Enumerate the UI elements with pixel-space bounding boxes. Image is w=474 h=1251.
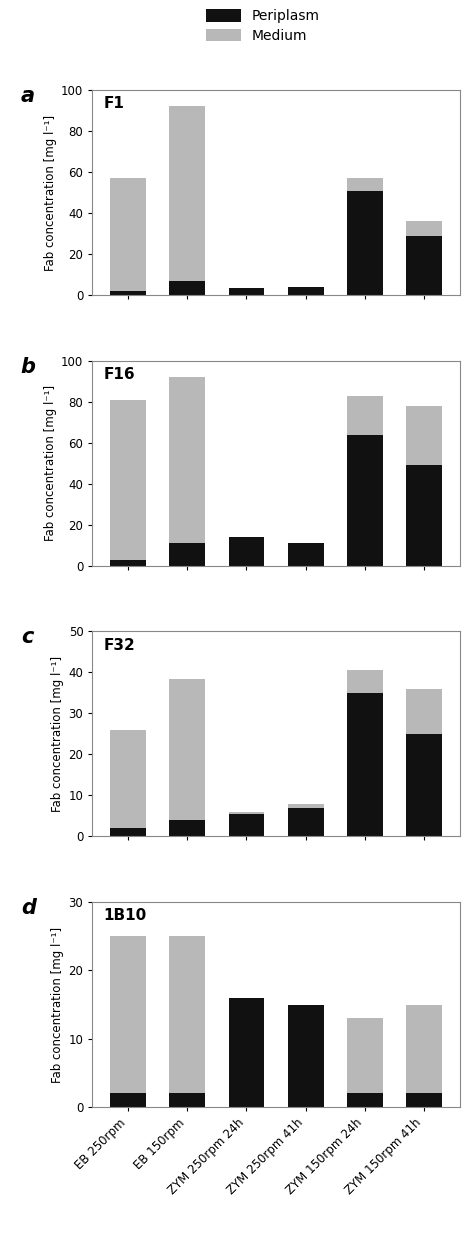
Bar (407, 235, 442, 295)
Bar (347, 1018, 383, 1093)
Bar (110, 559, 146, 565)
Bar (407, 1093, 442, 1107)
Bar (170, 1093, 205, 1107)
Text: c: c (21, 627, 33, 647)
Bar (170, 936, 205, 1093)
Bar (347, 693, 383, 837)
Bar (110, 291, 146, 295)
Bar (347, 395, 383, 434)
Bar (110, 400, 146, 559)
Bar (170, 377, 205, 543)
Bar (170, 821, 205, 837)
Text: F32: F32 (103, 638, 135, 653)
Bar (288, 286, 324, 295)
Bar (228, 288, 264, 295)
Bar (110, 178, 146, 291)
Bar (407, 689, 442, 734)
Bar (170, 543, 205, 565)
Bar (228, 998, 264, 1107)
Bar (228, 812, 264, 814)
Y-axis label: Fab concentration [mg l⁻¹]: Fab concentration [mg l⁻¹] (44, 385, 57, 542)
Bar (110, 1093, 146, 1107)
Bar (288, 1005, 324, 1107)
Y-axis label: Fab concentration [mg l⁻¹]: Fab concentration [mg l⁻¹] (44, 115, 57, 270)
Bar (110, 729, 146, 828)
Text: F16: F16 (103, 367, 135, 382)
Text: b: b (21, 357, 36, 377)
Bar (170, 280, 205, 295)
Bar (407, 465, 442, 565)
Bar (110, 936, 146, 1093)
Y-axis label: Fab concentration [mg l⁻¹]: Fab concentration [mg l⁻¹] (51, 656, 64, 812)
Bar (170, 678, 205, 821)
Bar (347, 1093, 383, 1107)
Bar (288, 803, 324, 808)
Bar (347, 190, 383, 295)
Bar (288, 808, 324, 837)
Bar (347, 434, 383, 565)
Y-axis label: Fab concentration [mg l⁻¹]: Fab concentration [mg l⁻¹] (51, 927, 64, 1082)
Bar (170, 106, 205, 280)
Legend: Periplasm, Medium: Periplasm, Medium (206, 10, 320, 43)
Bar (407, 221, 442, 235)
Bar (407, 734, 442, 837)
Text: F1: F1 (103, 96, 124, 111)
Bar (288, 543, 324, 565)
Bar (407, 405, 442, 465)
Text: d: d (21, 898, 36, 918)
Bar (228, 814, 264, 837)
Text: a: a (21, 86, 35, 106)
Bar (110, 828, 146, 837)
Text: 1B10: 1B10 (103, 908, 146, 923)
Bar (228, 537, 264, 565)
Bar (407, 1005, 442, 1093)
Bar (347, 178, 383, 190)
Bar (347, 671, 383, 693)
